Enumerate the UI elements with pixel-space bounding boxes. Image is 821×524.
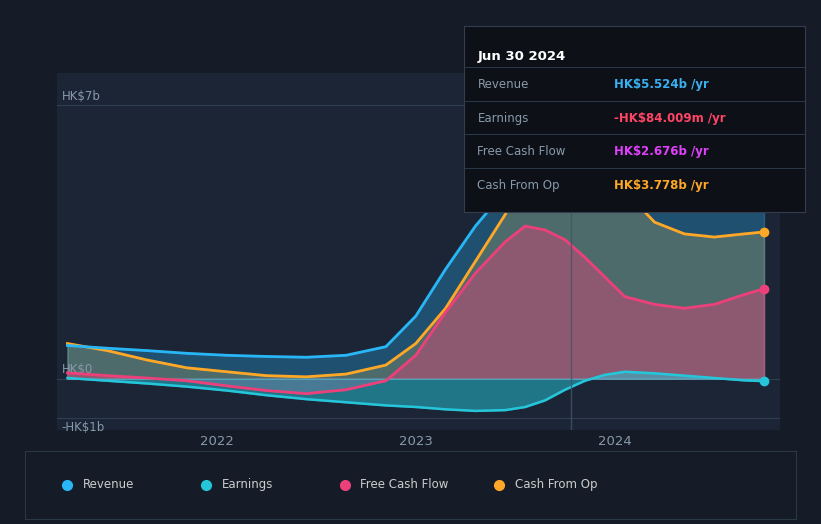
Text: Jun 30 2024: Jun 30 2024 bbox=[478, 50, 566, 63]
Text: HK$3.778b /yr: HK$3.778b /yr bbox=[614, 179, 709, 192]
Text: Earnings: Earnings bbox=[222, 478, 273, 491]
Text: Revenue: Revenue bbox=[478, 78, 529, 91]
Text: HK$5.524b /yr: HK$5.524b /yr bbox=[614, 78, 709, 91]
Text: Revenue: Revenue bbox=[83, 478, 134, 491]
Text: Earnings: Earnings bbox=[478, 112, 529, 125]
Text: HK$7b: HK$7b bbox=[62, 90, 100, 103]
Text: Cash From Op: Cash From Op bbox=[515, 478, 597, 491]
Text: HK$0: HK$0 bbox=[62, 363, 93, 376]
Text: -HK$84.009m /yr: -HK$84.009m /yr bbox=[614, 112, 726, 125]
Text: Cash From Op: Cash From Op bbox=[478, 179, 560, 192]
Text: Past: Past bbox=[737, 110, 762, 123]
Text: -HK$1b: -HK$1b bbox=[62, 421, 105, 434]
Text: Free Cash Flow: Free Cash Flow bbox=[478, 145, 566, 158]
Text: Free Cash Flow: Free Cash Flow bbox=[360, 478, 449, 491]
Text: HK$2.676b /yr: HK$2.676b /yr bbox=[614, 145, 709, 158]
